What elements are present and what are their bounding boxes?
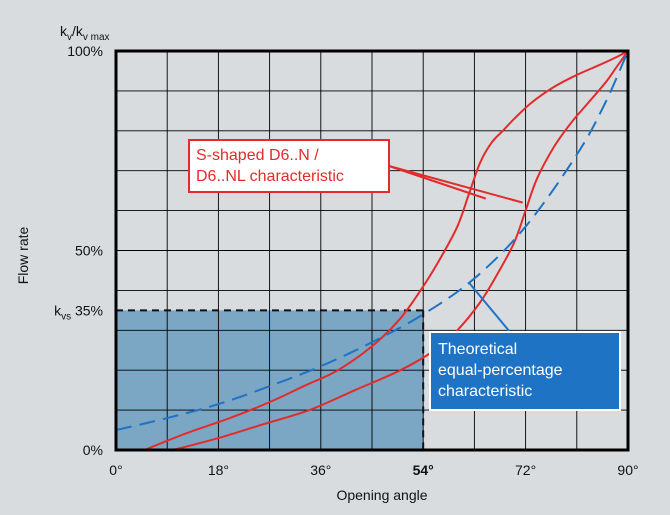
theoretical-callout-text: characteristic <box>438 383 532 400</box>
y-axis-top-label: kv/kv max <box>60 23 110 43</box>
series-line-1 <box>144 50 629 451</box>
x-tick-label: 90° <box>617 462 638 478</box>
x-tick-label: 18° <box>208 462 229 478</box>
x-tick-label: 36° <box>310 462 331 478</box>
theoretical-callout-text: Theoretical <box>438 341 517 358</box>
kvs-tick-label: kvs 35% <box>54 302 103 322</box>
s-curve-pointer-line <box>388 165 524 204</box>
theoretical-pointer-line <box>467 281 511 333</box>
s-curve-callout-text: S-shaped D6..N / <box>196 147 319 164</box>
y-axis-title: Flow rate <box>15 227 31 285</box>
x-tick-label: 0° <box>109 462 122 478</box>
y-tick-label: 50% <box>75 243 103 259</box>
y-tick-label: 0% <box>83 442 103 458</box>
series-line-2 <box>172 50 629 451</box>
x-tick-label: 54° <box>413 462 434 478</box>
x-tick-label: 72° <box>515 462 536 478</box>
theoretical-callout-box <box>429 331 621 411</box>
theoretical-callout-text: equal-percentage <box>438 362 563 379</box>
x-axis-title: Opening angle <box>336 487 427 503</box>
plot-frame <box>114 49 630 452</box>
y-tick-label: 100% <box>67 43 103 59</box>
s-curve-callout-box <box>188 139 390 193</box>
series-line-3 <box>115 50 629 432</box>
s-curve-callout-text: D6..NL characteristic <box>196 168 344 185</box>
